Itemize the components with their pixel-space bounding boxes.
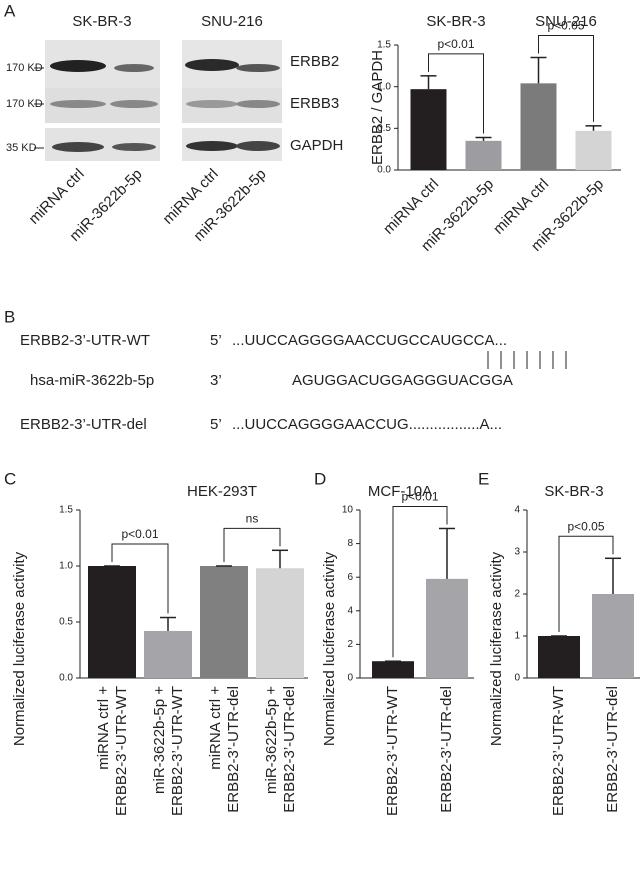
- x-tick-label: miR-3622b-5p +: [263, 686, 280, 794]
- group-label: SK-BR-3: [426, 13, 485, 30]
- bar: [200, 566, 248, 678]
- significance-bracket: [392, 505, 448, 658]
- y-tick-label: 1: [514, 631, 520, 642]
- sequence-name: ERBB2-3’-UTR-WT: [20, 332, 150, 349]
- bar: [372, 661, 414, 678]
- y-tick-label: 0: [347, 673, 353, 684]
- y-tick-label: 0.5: [377, 123, 391, 134]
- x-tick-label: ERBB2-3’-UTR-del: [225, 686, 242, 813]
- y-tick-label: 1.5: [377, 40, 391, 51]
- y-axis-label: Normalized luciferase activity: [321, 551, 338, 746]
- bar: [575, 130, 612, 170]
- y-tick-label: 1.0: [59, 561, 73, 572]
- significance-bracket: [538, 35, 594, 122]
- sequence-alignment: ERBB2-3’-UTR-WT 5’ ...UUCCAGGGGAACCUGCCA…: [20, 332, 567, 433]
- significance-bracket: [111, 543, 169, 614]
- group-label: SNU-216: [535, 13, 597, 30]
- x-tick-label: miRNA ctrl +: [207, 686, 224, 770]
- western-blot: SK-BR-3 SNU-216 ERBB2 ERBB3 GAPDH 170 KD…: [6, 13, 343, 245]
- significance-label: ns: [246, 511, 259, 525]
- sequence-name: hsa-miR-3622b-5p: [30, 372, 154, 389]
- significance-label: p<0.05: [567, 519, 604, 533]
- x-tick-label: ERBB2-3’-UTR-del: [604, 686, 621, 813]
- protein-label: ERBB3: [290, 95, 339, 112]
- sequence: ...UUCCAGGGGAACCUG.................A...: [232, 416, 502, 433]
- chart-title: SK-BR-3: [544, 483, 603, 500]
- bar: [88, 566, 136, 678]
- bar: [256, 568, 304, 678]
- x-tick-label: ERBB2-3’-UTR-WT: [384, 686, 401, 816]
- sequence-name: ERBB2-3’-UTR-del: [20, 416, 147, 433]
- cell-line: SNU-216: [201, 13, 263, 30]
- y-axis-label: ERBB2 / GAPDH: [369, 50, 386, 165]
- bar: [144, 630, 192, 678]
- y-tick-label: 0.0: [377, 165, 391, 176]
- protein-label: GAPDH: [290, 137, 343, 154]
- sequence: AGUGGACUGGAGGGUACGGA: [292, 372, 513, 389]
- bar: [410, 89, 447, 170]
- size-label: 35 KD: [6, 142, 37, 154]
- y-tick-label: 2: [514, 589, 520, 600]
- sequence-end: 5’: [210, 416, 222, 433]
- y-tick-label: 0.5: [59, 617, 73, 628]
- x-tick-label: miRNA ctrl +: [95, 686, 112, 770]
- y-tick-label: 10: [342, 505, 354, 516]
- y-tick-label: 4: [514, 505, 520, 516]
- y-tick-label: 2: [347, 639, 353, 650]
- significance-label: p<0.01: [401, 490, 438, 504]
- base-pairing: [487, 351, 567, 369]
- significance-label: p<0.01: [121, 527, 158, 541]
- size-label: 170 KD: [6, 62, 43, 74]
- significance-bracket: [428, 53, 484, 134]
- lane-label: miRNA ctrl: [26, 166, 88, 228]
- bar: [465, 140, 502, 170]
- sequence-end: 3’: [210, 372, 222, 389]
- size-label: 170 KD: [6, 98, 43, 110]
- x-tick-label: ERBB2-3’-UTR-del: [438, 686, 455, 813]
- y-tick-label: 6: [347, 572, 353, 583]
- sequence: ...UUCCAGGGGAACCUGCCAUGCCA...: [232, 332, 507, 349]
- significance-label: p<0.01: [437, 37, 474, 51]
- significance-label: p<0.05: [547, 19, 584, 33]
- panel-label: A: [4, 1, 16, 20]
- x-tick-label: ERBB2-3’-UTR-WT: [550, 686, 567, 816]
- x-tick-label: ERBB2-3’-UTR-WT: [169, 686, 186, 816]
- significance-bracket: [558, 535, 614, 632]
- protein-label: ERBB2: [290, 53, 339, 70]
- y-tick-label: 0.0: [59, 673, 73, 684]
- y-tick-label: 1.5: [59, 505, 73, 516]
- chart-title: MCF-10A: [368, 483, 432, 500]
- y-tick-label: 0: [514, 673, 520, 684]
- x-tick-label: ERBB2-3’-UTR-del: [281, 686, 298, 813]
- cell-line: SK-BR-3: [72, 13, 131, 30]
- y-axis-label: Normalized luciferase activity: [11, 551, 28, 746]
- panel-label: D: [314, 469, 326, 488]
- panel-label: C: [4, 469, 16, 488]
- panel-label: B: [4, 307, 15, 326]
- bar: [538, 636, 580, 678]
- bar: [592, 594, 634, 678]
- sequence-end: 5’: [210, 332, 222, 349]
- panel-label: E: [478, 469, 489, 488]
- x-tick-label: ERBB2-3’-UTR-WT: [113, 686, 130, 816]
- bar: [520, 83, 557, 170]
- y-tick-label: 8: [347, 538, 353, 549]
- y-tick-label: 1.0: [377, 81, 391, 92]
- x-tick-label: miR-3622b-5p +: [151, 686, 168, 794]
- y-tick-label: 3: [514, 547, 520, 558]
- y-axis-label: Normalized luciferase activity: [488, 551, 505, 746]
- chart-title: HEK-293T: [187, 483, 257, 500]
- bar: [426, 578, 468, 678]
- significance-bracket: [223, 527, 281, 562]
- y-tick-label: 4: [347, 605, 353, 616]
